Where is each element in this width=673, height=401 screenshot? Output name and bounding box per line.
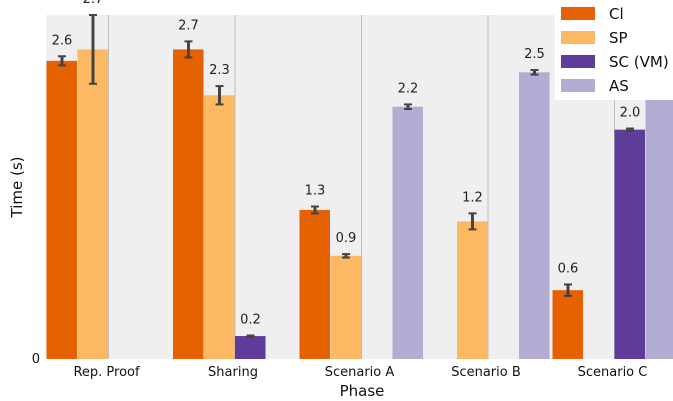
- error-bar-sp-sharing: [215, 85, 224, 106]
- bar-as-scenario-c: [645, 83, 673, 360]
- y-axis-label: Time (s): [8, 157, 26, 219]
- x-tick-label-sharing: Sharing: [208, 365, 258, 380]
- error-bar-sp-scenario-b: [468, 212, 477, 231]
- legend-label-sc-vm: SC (VM): [609, 53, 669, 71]
- error-bar-as-scenario-a: [404, 103, 412, 111]
- legend-swatch-cl: [561, 7, 595, 20]
- data-label-sp-rep-proof: 2.7: [83, 0, 104, 7]
- bar-cl-scenario-a: [299, 209, 330, 359]
- error-bar-sc-vm-sharing: [246, 334, 255, 338]
- bar-sc-vm-sharing: [235, 336, 266, 359]
- data-label-as-scenario-b: 2.5: [524, 47, 545, 62]
- legend-swatch-sc-vm: [561, 55, 595, 68]
- data-label-sp-scenario-b: 1.2: [462, 190, 483, 205]
- legend-swatch-as: [561, 79, 595, 92]
- bar-cl-scenario-c: [552, 290, 583, 359]
- bar-sp-rep-proof: [77, 49, 108, 360]
- bar-sp-scenario-a: [330, 255, 361, 359]
- x-tick-label-scenario-a: Scenario A: [325, 365, 395, 380]
- bar-as-scenario-a: [392, 106, 423, 359]
- data-label-cl-scenario-c: 0.6: [558, 261, 579, 276]
- data-label-sp-sharing: 2.3: [209, 63, 230, 78]
- error-bar-cl-sharing: [184, 40, 193, 59]
- bar-cl-rep-proof: [46, 60, 77, 359]
- data-label-sc-vm-scenario-c: 2.0: [620, 106, 641, 121]
- legend-label-sp: SP: [609, 29, 628, 47]
- error-bar-as-scenario-b: [530, 69, 539, 76]
- legend-label-cl: Cl: [609, 5, 624, 23]
- data-label-cl-rep-proof: 2.6: [52, 33, 73, 48]
- data-label-cl-sharing: 2.7: [178, 18, 199, 33]
- error-bar-sp-scenario-a: [342, 253, 350, 259]
- data-label-sp-scenario-a: 0.9: [336, 231, 357, 246]
- bar-sc-vm-scenario-c: [614, 129, 645, 359]
- y-tick-label: 0: [32, 352, 40, 367]
- data-label-cl-scenario-a: 1.3: [305, 183, 326, 198]
- bar-sp-sharing: [204, 95, 235, 360]
- bar-cl-sharing: [173, 49, 204, 360]
- error-bar-cl-scenario-c: [564, 283, 572, 297]
- x-tick-label-scenario-c: Scenario C: [578, 365, 648, 380]
- legend-swatch-sp: [561, 31, 595, 44]
- error-bar-sc-vm-scenario-c: [626, 127, 634, 132]
- legend: Cl SP SC (VM) AS: [555, 2, 673, 100]
- data-label-as-scenario-a: 2.2: [398, 81, 419, 96]
- error-bar-cl-scenario-a: [311, 205, 319, 215]
- error-bar-cl-rep-proof: [58, 55, 66, 67]
- error-bar-sp-rep-proof: [89, 14, 97, 85]
- data-label-sc-vm-sharing: 0.2: [240, 312, 261, 327]
- x-tick-label-rep-proof: Rep. Proof: [73, 365, 140, 380]
- bar-sp-scenario-b: [457, 221, 488, 359]
- x-tick-label-scenario-b: Scenario B: [451, 365, 521, 380]
- legend-label-as: AS: [609, 77, 629, 95]
- x-axis-label: Phase: [340, 382, 385, 400]
- bar-as-scenario-b: [519, 72, 550, 359]
